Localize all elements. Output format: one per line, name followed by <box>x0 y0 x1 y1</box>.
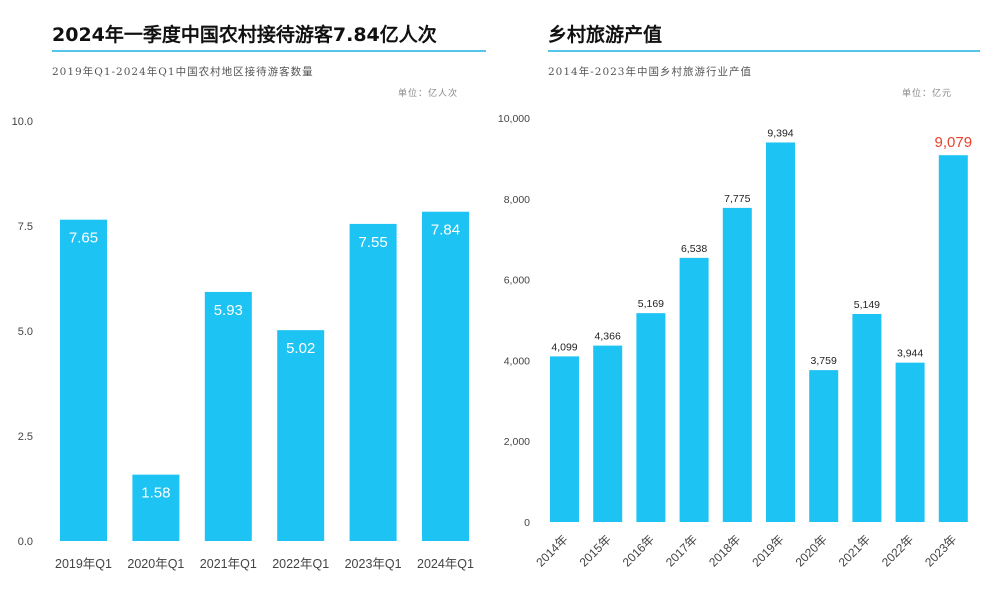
right-x-tick-label: 2018年 <box>706 532 743 569</box>
left-bar <box>60 219 107 541</box>
right-y-tick-label: 4,000 <box>504 355 530 367</box>
left-x-tick-label: 2024年Q1 <box>417 557 474 571</box>
right-y-tick-label: 2,000 <box>504 436 530 448</box>
left-y-tick-label: 0.0 <box>18 536 33 548</box>
right-bar-chart: 0 2,000 4,000 6,000 8,000 10,000 4,099 2014年 4,3… <box>498 113 973 569</box>
left-chart-unit: 单位：亿人次 <box>398 89 459 99</box>
left-y-tick-label: 5.0 <box>18 326 33 338</box>
right-y-tick-label: 10,000 <box>498 113 530 125</box>
right-chart-unit: 单位：亿元 <box>902 89 953 99</box>
right-y-tick-label: 8,000 <box>504 194 530 206</box>
left-y-tick-label: 7.5 <box>18 221 33 233</box>
right-bar <box>852 313 882 522</box>
right-bar-value-label: 7,775 <box>724 193 750 205</box>
left-bar-value-label: 5.02 <box>286 340 315 357</box>
left-bar <box>204 291 252 541</box>
left-bar-chart: 0.0 2.5 5.0 7.5 10.0 7.65 2019年Q1 1.58 2020年Q1 5.… <box>12 116 474 571</box>
right-x-tick-label: 2020年 <box>793 532 830 569</box>
right-x-tick-label: 2015年 <box>577 532 614 569</box>
right-bar-value-label: 6,538 <box>681 243 707 255</box>
left-x-tick-label: 2020年Q1 <box>127 557 184 571</box>
left-y-tick-label: 2.5 <box>18 431 33 443</box>
left-bar <box>277 330 325 541</box>
left-chart-subtitle: 2019年Q1-2024年Q1中国农村地区接待游客数量 <box>52 66 314 78</box>
left-chart-title: 2024年一季度中国农村接待游客7.84亿人次 <box>52 24 437 46</box>
left-bar-value-label: 1.58 <box>141 485 170 502</box>
right-x-tick-label: 2021年 <box>836 532 873 569</box>
left-y-tick-label: 10.0 <box>12 116 33 128</box>
right-bar-value-label: 4,366 <box>595 331 621 343</box>
left-title-rule <box>52 50 486 52</box>
right-bar <box>895 362 925 522</box>
right-bar <box>636 313 666 522</box>
right-bar <box>722 207 752 522</box>
right-bar-value-label: 9,079 <box>935 134 973 151</box>
right-x-tick-label: 2019年 <box>749 532 786 569</box>
right-x-tick-label: 2017年 <box>663 532 700 569</box>
left-bar-value-label: 7.55 <box>358 234 387 251</box>
right-bar <box>938 155 968 522</box>
right-y-tick-label: 6,000 <box>504 275 530 287</box>
left-bar <box>132 474 180 541</box>
left-x-tick-label: 2022年Q1 <box>272 557 329 571</box>
right-x-tick-label: 2023年 <box>922 532 959 569</box>
left-bar <box>349 223 397 541</box>
right-chart-panel: 乡村旅游产值 2014年-2023年中国乡村旅游行业产值 单位：亿元 0 2,00… <box>498 0 1000 599</box>
left-bar-value-label: 7.65 <box>69 230 98 247</box>
right-bar-value-label: 5,169 <box>638 298 664 310</box>
right-bar-value-label: 3,944 <box>897 348 923 360</box>
right-bar <box>550 356 579 522</box>
right-y-tick-label: 0 <box>524 517 530 529</box>
right-bar <box>809 370 839 522</box>
right-bar <box>679 257 709 522</box>
right-x-tick-label: 2014年 <box>533 532 570 569</box>
right-bar <box>593 345 623 522</box>
left-x-tick-label: 2021年Q1 <box>200 557 257 571</box>
right-title-rule <box>548 50 980 52</box>
right-bar <box>766 142 795 522</box>
left-bar <box>422 211 469 541</box>
left-x-tick-label: 2023年Q1 <box>345 557 402 571</box>
left-x-tick-label: 2019年Q1 <box>55 557 112 571</box>
right-x-tick-label: 2022年 <box>879 532 916 569</box>
left-bar-value-label: 5.93 <box>214 302 243 319</box>
right-bar-value-label: 9,394 <box>767 127 793 139</box>
right-chart-subtitle: 2014年-2023年中国乡村旅游行业产值 <box>548 66 752 78</box>
left-bar-value-label: 7.84 <box>431 222 460 239</box>
right-x-tick-label: 2016年 <box>620 532 657 569</box>
right-chart-title: 乡村旅游产值 <box>548 24 663 46</box>
right-bar-value-label: 3,759 <box>811 355 837 367</box>
right-bar-value-label: 5,149 <box>854 299 880 311</box>
left-chart-panel: 2024年一季度中国农村接待游客7.84亿人次 2019年Q1-2024年Q1中… <box>12 24 486 571</box>
right-bar-value-label: 4,099 <box>551 341 577 353</box>
